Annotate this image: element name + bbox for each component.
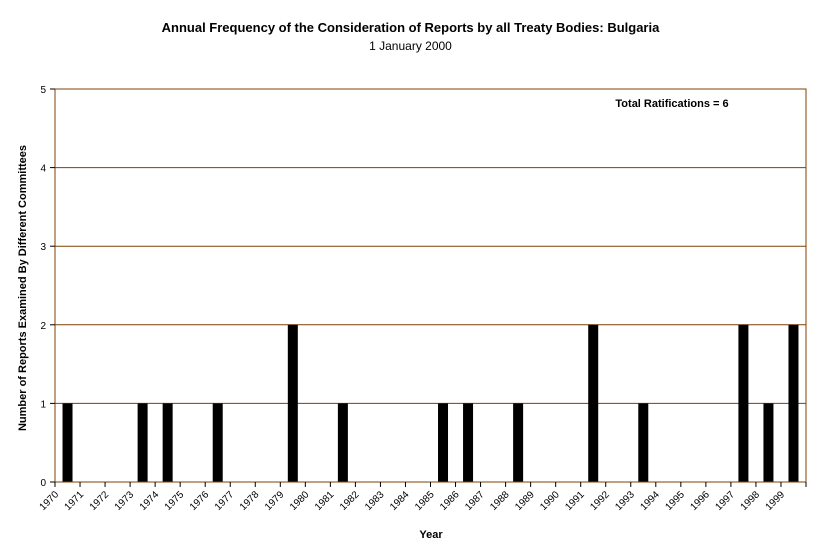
bars — [62, 324, 799, 482]
x-tick-label: 1970 — [38, 489, 62, 513]
x-tick-label: 1975 — [163, 489, 187, 513]
x-tick-label: 1995 — [663, 489, 687, 513]
x-tick-label: 1997 — [714, 489, 738, 513]
y-tick-label: 2 — [40, 321, 46, 332]
bar-1997 — [738, 324, 749, 482]
bar-1988 — [513, 403, 524, 482]
x-tick-label: 1973 — [113, 489, 137, 513]
x-tick-label: 1985 — [413, 489, 437, 513]
bar-1974 — [162, 403, 173, 482]
bar-1979 — [287, 324, 298, 482]
y-tick-label: 1 — [40, 399, 46, 410]
x-tick-label: 1978 — [238, 489, 262, 513]
bar-1986 — [463, 403, 474, 482]
x-tick-label: 1972 — [88, 489, 112, 513]
x-tick-label: 1981 — [313, 489, 337, 513]
y-tick-label: 3 — [40, 242, 46, 253]
chart-title: Annual Frequency of the Consideration of… — [161, 20, 660, 35]
grid-lines — [55, 88, 806, 404]
x-tick-label: 1980 — [288, 489, 312, 513]
bar-1985 — [438, 403, 449, 482]
x-tick-label: 1984 — [388, 489, 412, 513]
y-tick-label: 0 — [40, 478, 46, 489]
y-axis-title: Number of Reports Examined By Different … — [17, 145, 29, 431]
y-tick-label: 4 — [40, 164, 46, 175]
x-tick-label: 1990 — [538, 489, 562, 513]
x-tick-label: 1993 — [613, 489, 637, 513]
x-axis-title: Year — [419, 529, 443, 541]
total-ratifications-annotation: Total Ratifications = 6 — [615, 98, 728, 110]
x-tick-label: 1998 — [739, 489, 763, 513]
x-tick-label: 1988 — [488, 489, 512, 513]
bar-1981 — [337, 403, 348, 482]
x-tick-label: 1982 — [338, 489, 362, 513]
bar-1998 — [763, 403, 774, 482]
x-tick-label: 1992 — [588, 489, 612, 513]
bar-1999 — [788, 324, 799, 482]
x-tick-label: 1994 — [638, 489, 662, 513]
x-tick-label: 1971 — [63, 489, 87, 513]
bar-1970 — [62, 403, 73, 482]
x-tick-label: 1986 — [438, 489, 462, 513]
x-tick-label: 1976 — [188, 489, 212, 513]
bar-1991 — [588, 324, 599, 482]
x-tick-label: 1996 — [688, 489, 712, 513]
x-tick-label: 1977 — [213, 489, 237, 513]
y-tick-labels: 0 1 2 3 4 5 — [40, 85, 46, 489]
x-tick-label: 1974 — [138, 489, 162, 513]
x-tick-label: 1983 — [363, 489, 387, 513]
plot-frame — [50, 88, 807, 487]
x-tick-label: 1999 — [764, 489, 788, 513]
x-tick-label: 1979 — [263, 489, 287, 513]
x-tick-labels: 1970 1971 1972 1973 1974 1975 1976 1977 1978 1979… — [38, 489, 788, 513]
bar-1993 — [638, 403, 649, 482]
y-tick-label: 5 — [40, 85, 46, 96]
bar-1973 — [137, 403, 148, 482]
x-tick-label: 1991 — [563, 489, 587, 513]
x-tick-label: 1987 — [463, 489, 487, 513]
x-tick-label: 1989 — [513, 489, 537, 513]
bar-1976 — [212, 403, 223, 482]
chart-subtitle: 1 January 2000 — [369, 39, 452, 53]
